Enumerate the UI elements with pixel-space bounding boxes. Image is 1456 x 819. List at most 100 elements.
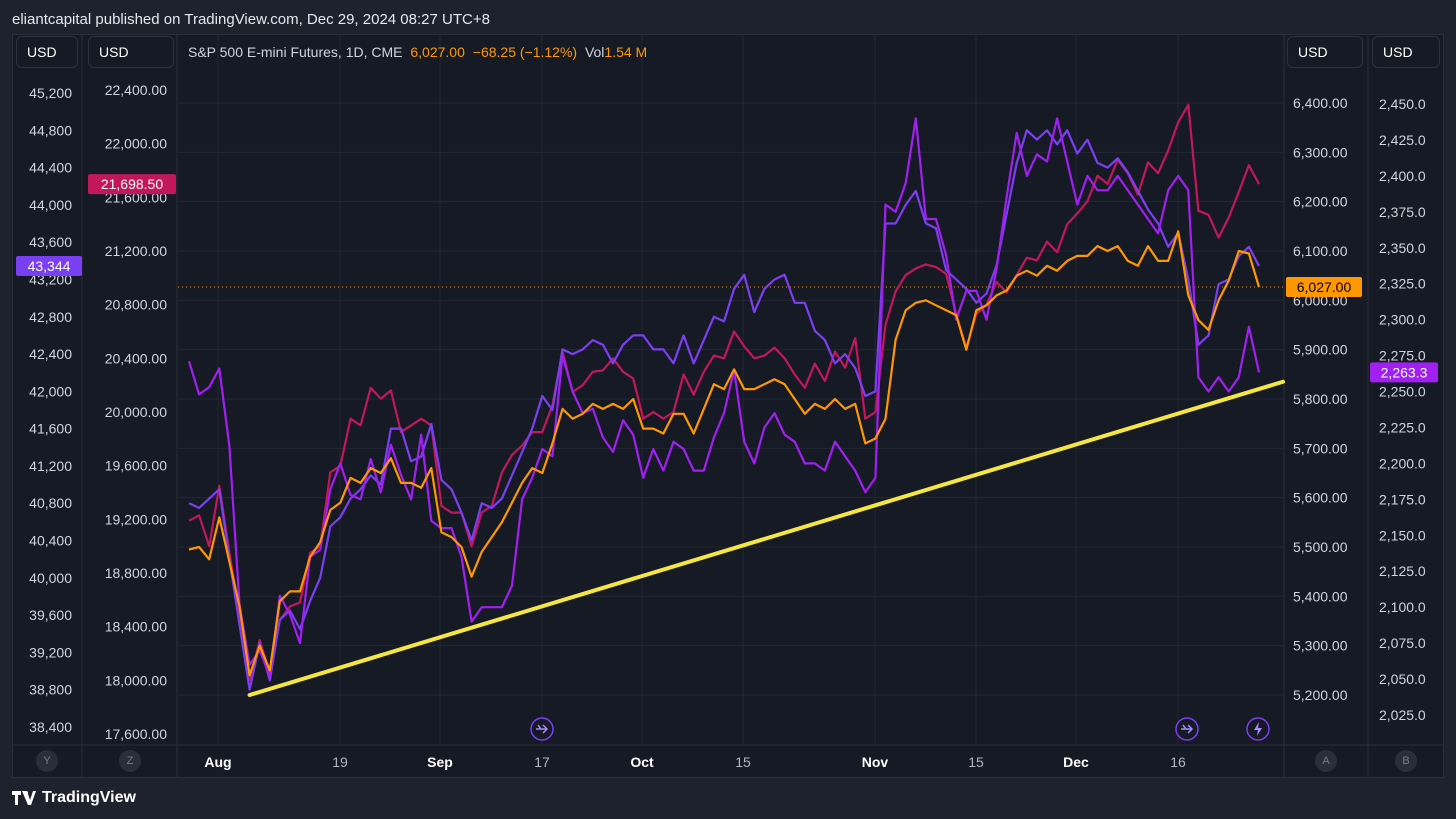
y-tick-label-a: 5,500.00 (1293, 539, 1348, 555)
y-tick-label-z: 17,600.00 (105, 726, 167, 742)
y-tick-label-z: 22,000.00 (105, 136, 167, 152)
tradingview-logo[interactable]: TradingView (12, 789, 136, 807)
price-label-bg-b (1370, 362, 1438, 383)
price-label-bg-y (16, 256, 82, 277)
footer (0, 778, 1456, 819)
y-tick-label-b: 2,100.0 (1379, 599, 1426, 615)
series-line-y (188, 129, 1260, 691)
lightning-marker-icon (1246, 717, 1270, 741)
y-tick-label-y: 41,600 (29, 421, 72, 437)
publish-text: eliantcapital published on TradingView.c… (12, 11, 490, 28)
y-tick-label-b: 2,225.0 (1379, 419, 1426, 435)
y-tick-label-a: 5,200.00 (1293, 687, 1348, 703)
y-tick-label-z: 22,400.00 (105, 82, 167, 98)
y-tick-label-y: 44,800 (29, 122, 72, 138)
tradingview-logo-icon (12, 791, 36, 805)
dividend-marker-icon (1175, 717, 1199, 741)
x-tick-label: Aug (204, 754, 231, 770)
price-label-b: 2,263.3 (1381, 364, 1428, 380)
y-tick-label-z: 19,600.00 (105, 458, 167, 474)
y-tick-label-a: 5,600.00 (1293, 490, 1348, 506)
x-tick-label: Sep (427, 754, 453, 770)
y-tick-label-y: 40,000 (29, 570, 72, 586)
chart-legend[interactable]: S&P 500 E-mini Futures, 1D, CME 6,027.00… (188, 44, 651, 60)
price-label-z: 21,698.50 (101, 176, 163, 192)
axis-button-b[interactable]: B (1395, 750, 1417, 772)
y-tick-label-y: 38,400 (29, 719, 72, 735)
y-tick-label-b: 2,425.0 (1379, 132, 1426, 148)
y-tick-label-a: 5,300.00 (1293, 638, 1348, 654)
y-tick-label-y: 38,800 (29, 682, 72, 698)
y-tick-label-z: 20,400.00 (105, 350, 167, 366)
y-tick-label-a: 5,700.00 (1293, 440, 1348, 456)
y-tick-label-y: 43,600 (29, 234, 72, 250)
y-tick-label-b: 2,050.0 (1379, 671, 1426, 687)
y-tick-label-y: 44,000 (29, 197, 72, 213)
y-tick-label-a: 5,900.00 (1293, 342, 1348, 358)
legend-change: −68.25 (−1.12%) (472, 44, 578, 60)
axis-button-a[interactable]: A (1315, 750, 1337, 772)
x-tick-label: 15 (968, 754, 984, 770)
y-tick-label-y: 41,200 (29, 458, 72, 474)
y-tick-label-z: 18,400.00 (105, 619, 167, 635)
currency-button-z[interactable]: USD (88, 36, 174, 68)
split-glyph (1181, 724, 1194, 734)
y-tick-label-a: 6,400.00 (1293, 95, 1348, 111)
y-tick-label-b: 2,075.0 (1379, 635, 1426, 651)
x-tick-label: 15 (735, 754, 751, 770)
split-glyph (536, 724, 549, 734)
x-tick-label: Dec (1063, 754, 1089, 770)
y-tick-label-y: 39,200 (29, 644, 72, 660)
y-tick-label-y: 42,000 (29, 383, 72, 399)
y-tick-label-b: 2,025.0 (1379, 707, 1426, 723)
x-tick-label: 17 (534, 754, 550, 770)
y-tick-label-b: 2,450.0 (1379, 96, 1426, 112)
y-tick-label-a: 6,300.00 (1293, 144, 1348, 160)
y-tick-label-z: 18,000.00 (105, 672, 167, 688)
y-tick-label-b: 2,175.0 (1379, 491, 1426, 507)
price-label-a: 6,027.00 (1297, 279, 1352, 295)
x-tick-label: 16 (1170, 754, 1186, 770)
y-tick-label-b: 2,375.0 (1379, 204, 1426, 220)
axis-button-y[interactable]: Y (36, 750, 58, 772)
y-tick-label-b: 2,325.0 (1379, 276, 1426, 292)
y-tick-label-b: 2,400.0 (1379, 168, 1426, 184)
currency-button-y[interactable]: USD (16, 36, 78, 68)
currency-button-a[interactable]: USD (1287, 36, 1363, 68)
y-tick-label-b: 2,250.0 (1379, 384, 1426, 400)
tradingview-brand: TradingView (42, 789, 136, 806)
x-tick-label: Nov (862, 754, 889, 770)
y-tick-label-y: 42,400 (29, 346, 72, 362)
legend-vol-label: Vol (584, 44, 605, 60)
dividend-marker-icon (530, 717, 554, 741)
publish-header: eliantcapital published on TradingView.c… (0, 0, 1456, 34)
y-tick-label-z: 20,000.00 (105, 404, 167, 420)
y-tick-label-a: 6,100.00 (1293, 243, 1348, 259)
price-label-bg-a (1286, 277, 1362, 298)
y-tick-label-z: 19,200.00 (105, 511, 167, 527)
y-tick-label-z: 18,800.00 (105, 565, 167, 581)
y-tick-label-y: 39,600 (29, 607, 72, 623)
price-label-bg-z (88, 174, 176, 195)
currency-button-b[interactable]: USD (1372, 36, 1440, 68)
legend-price: 6,027.00 (410, 44, 465, 60)
series-line-a (188, 230, 1261, 677)
lightning-glyph (1254, 722, 1262, 736)
price-label-y: 43,344 (28, 258, 71, 274)
x-tick-label: Oct (630, 754, 654, 770)
y-tick-label-b: 2,300.0 (1379, 312, 1426, 328)
y-tick-label-z: 20,800.00 (105, 297, 167, 313)
trendline (247, 379, 1285, 697)
y-tick-label-a: 5,400.00 (1293, 588, 1348, 604)
y-tick-label-b: 2,150.0 (1379, 527, 1426, 543)
x-tick-label: 19 (332, 754, 348, 770)
y-tick-label-y: 40,400 (29, 533, 72, 549)
y-tick-label-z: 21,200.00 (105, 243, 167, 259)
axis-button-z[interactable]: Z (119, 750, 141, 772)
legend-symbol: S&P 500 E-mini Futures, 1D, CME (188, 44, 403, 60)
legend-vol-value: 1.54 M (604, 44, 648, 60)
y-tick-label-a: 5,800.00 (1293, 391, 1348, 407)
y-tick-label-y: 40,800 (29, 495, 72, 511)
y-tick-label-y: 45,200 (29, 85, 72, 101)
